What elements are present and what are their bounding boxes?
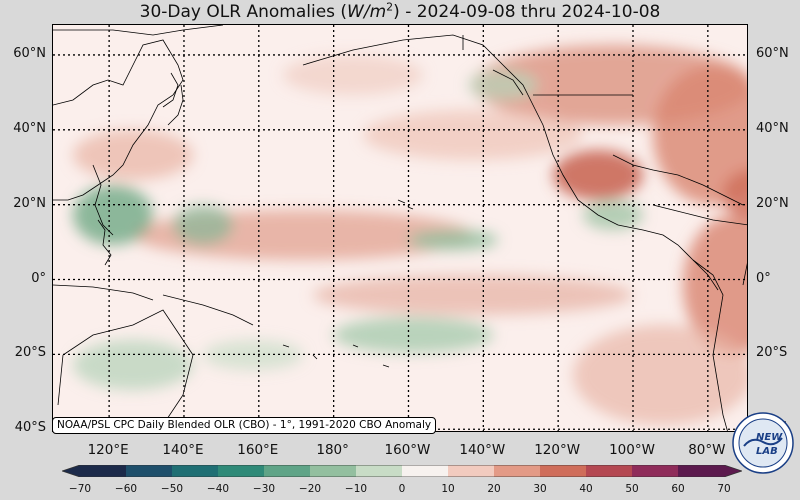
latitude-label: 20°S bbox=[14, 345, 46, 361]
colorbar-segment bbox=[172, 465, 219, 477]
svg-text:LAB: LAB bbox=[756, 446, 778, 457]
map-title: 30-Day OLR Anomalies (W/m2) - 2024-09-08… bbox=[0, 0, 800, 24]
colorbar-tick-label: −40 bbox=[206, 483, 230, 495]
longitude-label: 100°W bbox=[609, 442, 655, 458]
colorbar-segment bbox=[218, 465, 265, 477]
svg-text:NEW: NEW bbox=[756, 432, 783, 443]
colorbar-segment bbox=[356, 465, 403, 477]
colorbar-segment bbox=[402, 465, 449, 477]
map-canvas bbox=[53, 25, 747, 431]
title-unit-exponent: 2 bbox=[386, 0, 394, 14]
latitude-label: 40°N bbox=[13, 120, 46, 136]
colorbar-segment bbox=[540, 465, 587, 477]
colorbar-tick-label: −70 bbox=[68, 483, 92, 495]
longitude-label: 160°W bbox=[384, 442, 431, 458]
latitude-label: 0° bbox=[31, 270, 46, 286]
colorbar bbox=[60, 462, 744, 478]
colorbar-segment bbox=[678, 465, 725, 477]
coastlines bbox=[53, 25, 747, 431]
colorbar-segment bbox=[126, 465, 173, 477]
title-prefix: 30-Day OLR Anomalies ( bbox=[139, 2, 348, 22]
latitude-label: 20°S bbox=[756, 345, 788, 361]
colorbar-tick-label: 60 bbox=[671, 483, 685, 495]
colorbar-min-extend bbox=[62, 465, 80, 477]
colorbar-tick-label: 30 bbox=[533, 483, 547, 495]
colorbar-segment bbox=[310, 465, 357, 477]
longitude-label: 120°E bbox=[87, 442, 129, 458]
colorbar-segment bbox=[632, 465, 679, 477]
colorbar-segment bbox=[264, 465, 311, 477]
colorbar-tick-label: 40 bbox=[579, 483, 593, 495]
colorbar-max-extend bbox=[724, 465, 742, 477]
olr-anomaly-map bbox=[52, 24, 748, 432]
colorbar-gradient bbox=[60, 464, 744, 478]
latitude-label: 20°N bbox=[13, 195, 46, 211]
colorbar-segment bbox=[494, 465, 541, 477]
colorbar-tick-label: 50 bbox=[625, 483, 639, 495]
colorbar-segment bbox=[80, 465, 127, 477]
longitude-label: 120°W bbox=[534, 442, 581, 458]
colorbar-tick-label: −60 bbox=[114, 483, 138, 495]
latitude-label: 0° bbox=[756, 270, 771, 286]
title-unit: W/m bbox=[347, 2, 387, 22]
longitude-label: 180° bbox=[316, 442, 349, 458]
latitude-label: 40°N bbox=[756, 120, 789, 136]
latitude-label: 60°N bbox=[13, 45, 46, 61]
colorbar-tick-label: 10 bbox=[441, 483, 455, 495]
colorbar-segment bbox=[586, 465, 633, 477]
longitude-label: 140°E bbox=[162, 442, 204, 458]
colorbar-tick-label: −50 bbox=[160, 483, 184, 495]
colorbar-segment bbox=[448, 465, 495, 477]
colorbar-tick-label: 20 bbox=[487, 483, 501, 495]
latitude-label: 60°N bbox=[756, 45, 789, 61]
colorbar-tick-label: −20 bbox=[298, 483, 322, 495]
colorbar-tick-label: −30 bbox=[252, 483, 276, 495]
colorbar-tick-label: 70 bbox=[717, 483, 731, 495]
noaa-psl-logo: NEW LAB bbox=[732, 412, 794, 474]
anomaly-field bbox=[73, 45, 747, 425]
latitude-label: 20°N bbox=[756, 195, 789, 211]
longitude-label: 80°W bbox=[688, 442, 726, 458]
longitude-label: 160°E bbox=[237, 442, 279, 458]
colorbar-tick-label: −10 bbox=[344, 483, 368, 495]
data-source-credit: NOAA/PSL CPC Daily Blended OLR (CBO) - 1… bbox=[52, 417, 437, 434]
latitude-label: 40°S bbox=[14, 420, 46, 436]
longitude-label: 140°W bbox=[459, 442, 506, 458]
title-suffix: ) - 2024-09-08 thru 2024-10-08 bbox=[393, 2, 661, 22]
colorbar-tick-label: 0 bbox=[398, 483, 406, 495]
